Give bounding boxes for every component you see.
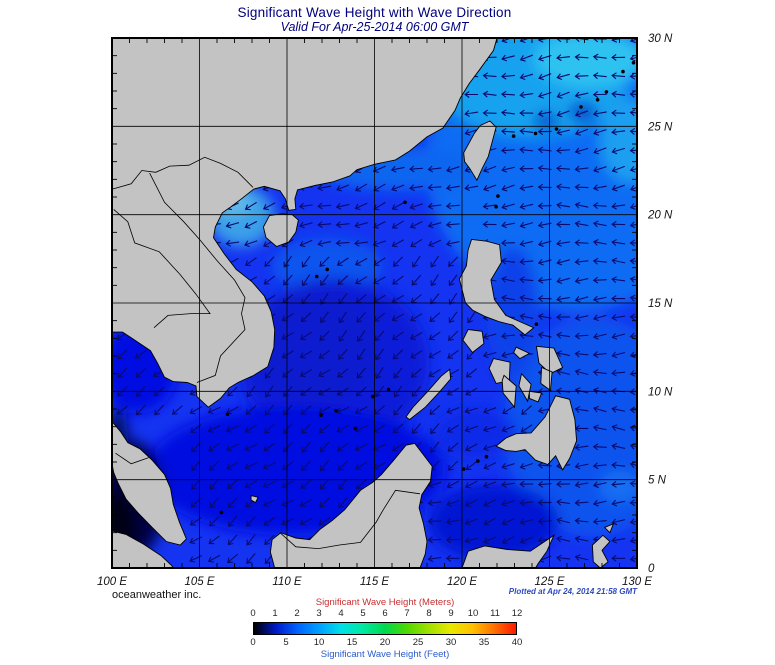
colorbar-feet-tick: 25 (412, 637, 424, 648)
x-tick-label: 110 E (272, 576, 302, 588)
colorbar-meters-tick: 2 (294, 608, 300, 619)
colorbar-meters-tick: 5 (360, 608, 366, 619)
longitude-labels: 100 E 105 E 110 E 115 E 120 E 125 E 130 E (97, 576, 652, 588)
colorbar-meters-tick: 0 (250, 608, 256, 619)
colorbar-feet-ticks: 0 5 10 15 20 25 30 35 40 (250, 637, 522, 648)
map-frame (111, 37, 638, 569)
land-sumatra (112, 530, 174, 568)
land-masbate (513, 346, 531, 360)
colorbar-meters-tick: 6 (382, 608, 388, 619)
y-tick-label: 5 N (648, 475, 667, 487)
colorbar-feet-tick: 10 (313, 637, 325, 648)
credit-text: oceanweather inc. (112, 589, 202, 601)
land-bohol (528, 390, 543, 403)
y-tick-label: 15 N (648, 298, 673, 310)
colorbar-title-meters: Significant Wave Height (Meters) (315, 597, 455, 608)
y-tick-label: 20 N (647, 210, 673, 222)
degree-ticks-layer (112, 38, 637, 568)
colorbar-feet-tick: 30 (445, 637, 457, 648)
land-taiwan (463, 120, 497, 182)
colorbar-meters-tick: 10 (467, 608, 479, 619)
land-luzon (458, 238, 535, 336)
colorbar-feet-tick: 35 (478, 637, 490, 648)
x-tick-label: 115 E (360, 576, 390, 588)
x-tick-label: 130 E (622, 576, 652, 588)
colorbar-meters-tick: 12 (511, 608, 523, 619)
land-mindoro (462, 329, 485, 354)
page-title: Significant Wave Height with Wave Direct… (237, 5, 512, 20)
colorbar-feet-tick: 15 (346, 637, 358, 648)
land-layer (112, 38, 636, 568)
colorbar-meters-tick: 1 (272, 608, 278, 619)
colorbar-meters-tick: 9 (448, 608, 454, 619)
colorbar-feet-tick: 5 (283, 637, 289, 648)
country-borders-layer (112, 156, 421, 550)
colorbar-feet-tick: 40 (511, 637, 523, 648)
colorbar-meters-ticks: 0 1 2 3 4 5 6 7 8 9 10 11 12 (250, 608, 522, 619)
valid-time-subtitle: Valid For Apr-25-2014 06:00 GMT (280, 20, 469, 34)
colorbar-feet-tick: 20 (379, 637, 391, 648)
land-mainland-asia (112, 38, 498, 408)
land-mindanao (495, 395, 578, 471)
y-tick-label: 30 N (648, 33, 673, 45)
land-morotai (603, 522, 615, 534)
y-tick-label: 25 N (647, 121, 673, 133)
colorbar-meters-tick: 11 (490, 608, 500, 619)
colorbar-meters-tick: 8 (426, 608, 432, 619)
x-tick-label: 105 E (184, 576, 214, 588)
y-tick-label: 0 (648, 563, 655, 575)
land-sulawesi (461, 534, 555, 568)
colorbar-meters-tick: 7 (404, 608, 410, 619)
plotted-timestamp: Plotted at Apr 24, 2014 21:58 GMT (508, 587, 637, 596)
x-tick-label: 100 E (97, 576, 127, 588)
x-tick-label: 120 E (447, 576, 477, 588)
land-palawan (405, 368, 452, 421)
colorbar-feet-tick: 0 (250, 637, 256, 648)
land-malay-peninsula (112, 420, 187, 546)
colorbar-title-feet: Significant Wave Height (Feet) (320, 649, 450, 660)
y-tick-label: 10 N (648, 386, 673, 398)
land-borneo (269, 442, 433, 568)
colorbar-meters-tick: 3 (316, 608, 322, 619)
land-cebu (518, 372, 532, 403)
colorbar-meters-tick: 4 (338, 608, 344, 619)
colorbar-gradient (253, 622, 517, 635)
land-natuna (250, 495, 259, 504)
latitude-labels: 30 N 25 N 20 N 15 N 10 N 5 N 0 (647, 33, 673, 575)
x-tick-label: 125 E (534, 576, 564, 588)
land-halmahera (591, 534, 611, 568)
graticule-layer (112, 38, 637, 568)
